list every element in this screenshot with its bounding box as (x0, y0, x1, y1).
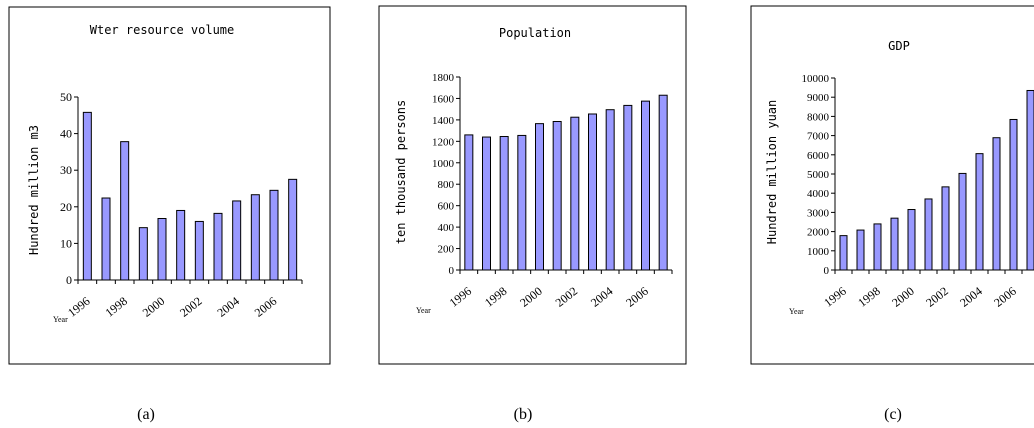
bar-2001 (553, 121, 561, 270)
y-tick-label: 1000 (432, 158, 455, 170)
y-axis-label: Hundred million yuan (765, 100, 779, 245)
bar-2007 (659, 95, 667, 270)
bar-2004 (606, 110, 614, 270)
bar-2003 (214, 213, 222, 280)
bar-1996 (465, 135, 473, 270)
bar-1999 (891, 218, 898, 270)
x-axis-label: Year (53, 315, 68, 324)
bar-1997 (102, 198, 110, 280)
bar-2007 (1027, 90, 1034, 270)
bar-1996 (840, 236, 847, 270)
y-tick-label: 3000 (807, 207, 830, 219)
bar-2003 (589, 114, 597, 270)
y-tick-label: 9000 (807, 92, 830, 104)
y-tick-label: 40 (60, 127, 72, 141)
bar-2000 (908, 210, 915, 270)
y-tick-label: 600 (438, 201, 455, 213)
y-tick-label: 50 (60, 90, 72, 104)
panel-c-title: GDP (888, 39, 910, 53)
y-tick-label: 2000 (807, 227, 830, 239)
y-tick-label: 1200 (432, 136, 455, 148)
y-tick-label: 1400 (432, 115, 455, 127)
panel-c-label: (c) (884, 406, 902, 423)
bar-1998 (500, 137, 508, 270)
bar-2004 (233, 201, 241, 280)
y-tick-label: 6000 (807, 150, 830, 162)
bar-2002 (195, 221, 203, 280)
x-axis-label: Year (789, 307, 804, 316)
bar-1999 (518, 135, 526, 270)
bar-2003 (959, 173, 966, 270)
y-tick-label: 5000 (807, 169, 830, 181)
y-tick-label: 4000 (807, 188, 830, 200)
y-tick-label: 20 (60, 200, 72, 214)
y-tick-label: 7000 (807, 131, 830, 143)
x-axis-label: Year (416, 306, 431, 315)
y-tick-label: 400 (438, 222, 455, 234)
y-axis-label: Hundred million m3 (27, 125, 41, 255)
panel-a-title: Wter resource volume (90, 23, 235, 37)
bar-1998 (874, 224, 881, 270)
y-tick-label: 200 (438, 244, 455, 256)
bar-2006 (270, 190, 278, 280)
panel-b-title: Population (499, 26, 571, 40)
panel-c: GDP 0 1000 2000 3000 4000 5000 6000 7000 8000 900… (751, 6, 1034, 423)
bar-2004 (976, 154, 983, 270)
bar-2007 (289, 179, 297, 280)
bar-2000 (158, 219, 166, 280)
y-tick-label: 30 (60, 163, 72, 177)
y-axis-label: ten thousand persons (394, 100, 408, 245)
bar-1998 (121, 142, 129, 280)
bar-2005 (993, 138, 1000, 270)
bar-1997 (483, 137, 491, 270)
bar-2006 (642, 101, 650, 270)
y-tick-label: 1600 (432, 93, 455, 105)
panel-b: Population 0 200 400 600 800 1000 1200 1400 1600… (379, 6, 686, 423)
bar-2006 (1010, 119, 1017, 270)
y-tick-label: 0 (449, 265, 455, 277)
bar-2002 (571, 117, 579, 270)
y-tick-label: 10000 (802, 73, 830, 85)
panel-a-label: (a) (137, 406, 155, 423)
y-tick-label: 10 (60, 236, 72, 250)
y-tick-label: 800 (438, 179, 455, 191)
bar-1999 (139, 228, 147, 280)
bar-1996 (83, 112, 91, 280)
bar-2001 (177, 210, 185, 280)
bar-2000 (536, 124, 544, 270)
y-tick-label: 0 (824, 265, 830, 277)
bar-2005 (624, 105, 632, 270)
y-tick-label: 8000 (807, 111, 830, 123)
y-tick-label: 1000 (807, 246, 830, 258)
bar-1997 (857, 230, 864, 270)
bar-2001 (925, 199, 932, 270)
bar-2002 (942, 187, 949, 270)
panel-b-label: (b) (514, 406, 533, 423)
y-tick-label: 1800 (432, 72, 455, 84)
bar-2005 (251, 195, 259, 280)
y-tick-label: 0 (66, 273, 72, 287)
panel-a-frame (9, 7, 330, 364)
